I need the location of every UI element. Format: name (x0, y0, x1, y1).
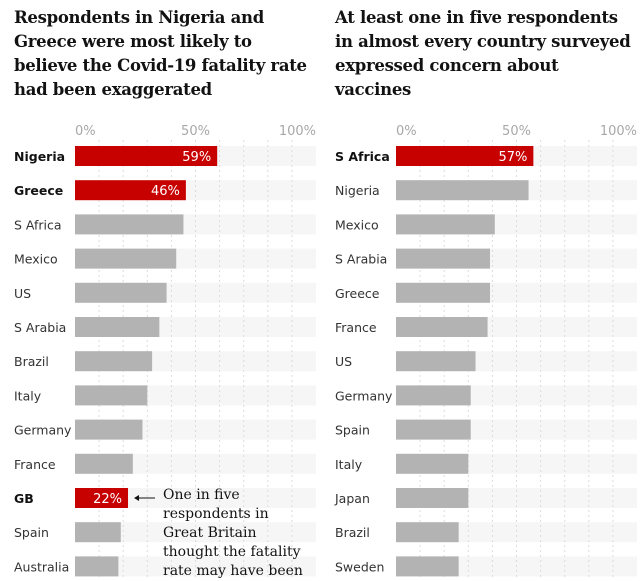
bar-s-africa (75, 214, 184, 235)
category-label: Mexico (335, 217, 379, 232)
gb-annotation: One in five respondents in Great Britain… (163, 487, 303, 579)
bar-mexico (75, 248, 177, 269)
bar-spain (396, 419, 471, 440)
bar-greece (396, 282, 490, 303)
bar-nigeria (75, 146, 218, 166)
right-chart-title: At least one in five respondents in almo… (335, 8, 631, 99)
category-label: S Arabia (14, 320, 66, 335)
category-label: GB (14, 491, 34, 506)
category-label: Greece (335, 286, 380, 301)
bar-brazil (396, 522, 459, 543)
tick-label: 100% (279, 124, 316, 139)
category-label: Spain (14, 525, 49, 540)
category-label: Nigeria (335, 183, 380, 198)
category-label: S Africa (14, 217, 62, 232)
bar-us (75, 282, 167, 303)
tick-label: 0% (75, 124, 96, 139)
bar-gb (75, 488, 129, 508)
arrow-head-icon (134, 495, 140, 501)
tick-label: 50% (181, 124, 210, 139)
tick-label: 0% (396, 124, 417, 139)
bar-germany (75, 419, 143, 440)
category-label: US (14, 286, 31, 301)
bar-germany (396, 385, 471, 406)
bar-france (396, 317, 488, 337)
row-background (75, 522, 316, 543)
category-label: Italy (335, 457, 363, 472)
bar-mexico (396, 214, 495, 235)
category-label: US (335, 354, 352, 369)
bar-italy (75, 385, 148, 406)
category-label: S Arabia (335, 252, 387, 267)
category-label: Germany (14, 423, 72, 438)
category-label: France (14, 457, 56, 472)
bar-greece (75, 180, 186, 201)
category-label: Brazil (14, 354, 49, 369)
category-label: Greece (14, 183, 63, 198)
data-label: 22% (93, 492, 122, 507)
row-background (75, 488, 316, 508)
bar-brazil (75, 351, 153, 372)
category-label: France (335, 320, 377, 335)
category-label: Mexico (14, 252, 58, 267)
tick-label: 50% (502, 124, 531, 139)
bar-spain (75, 522, 121, 543)
bar-france (75, 453, 133, 474)
category-label: Italy (14, 388, 42, 403)
bar-japan (396, 488, 469, 508)
left-chart-title: Respondents in Nigeria and Greece were m… (14, 8, 307, 99)
category-label: Japan (334, 491, 370, 506)
data-label: 46% (151, 184, 180, 199)
tick-label: 100% (600, 124, 637, 139)
bar-sweden (396, 556, 459, 577)
bar-nigeria (396, 180, 529, 201)
category-label: Australia (14, 559, 69, 574)
category-label: Nigeria (14, 149, 65, 164)
bar-s-arabia (75, 317, 160, 337)
bar-s-africa (396, 146, 534, 166)
bar-s-arabia (396, 248, 490, 269)
data-label: 59% (182, 150, 211, 165)
bar-australia (75, 556, 119, 577)
category-label: S Africa (335, 149, 390, 164)
data-label: 57% (498, 150, 527, 165)
row-background (75, 453, 316, 474)
category-label: Brazil (335, 525, 370, 540)
category-label: Sweden (335, 559, 384, 574)
category-label: Spain (335, 423, 370, 438)
category-label: Germany (335, 388, 393, 403)
bar-italy (396, 453, 469, 474)
bar-us (396, 351, 476, 372)
